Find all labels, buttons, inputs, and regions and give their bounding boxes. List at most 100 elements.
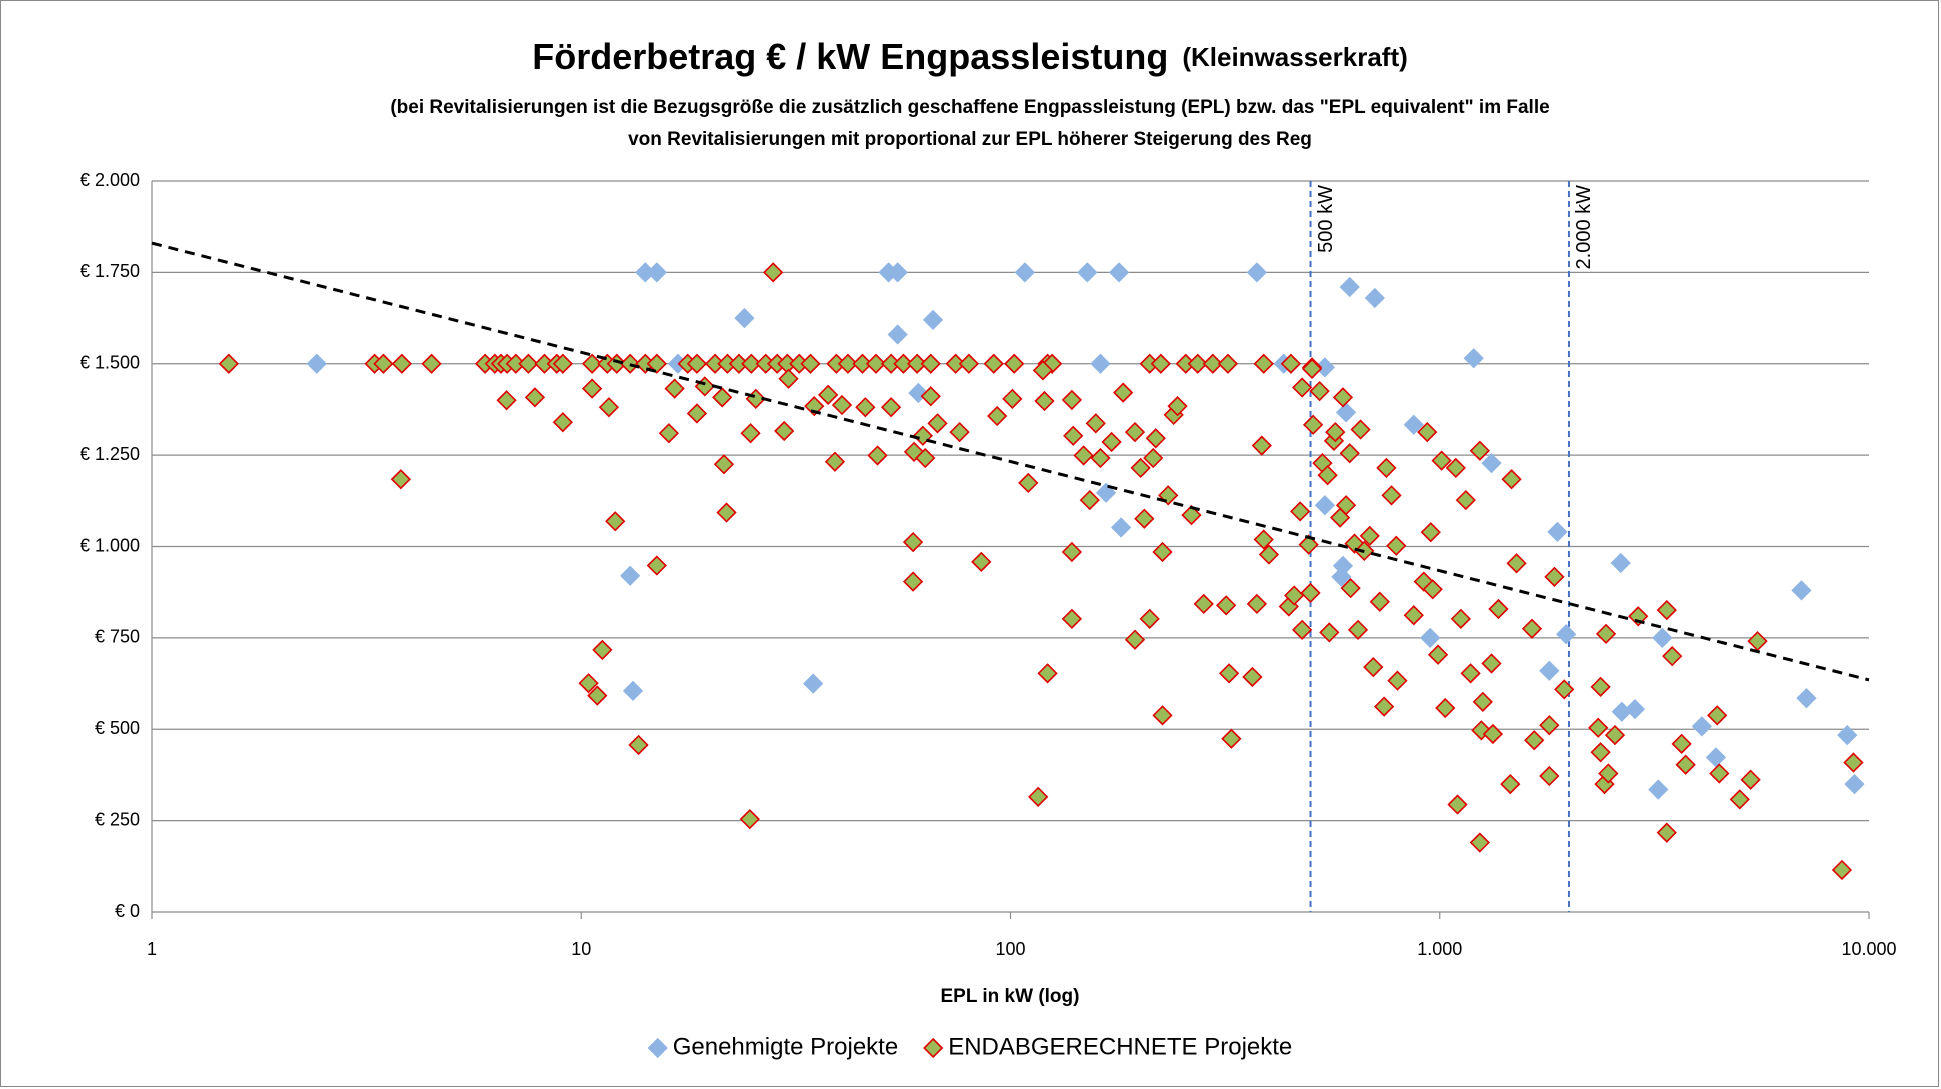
x-tick-label: 1.000 <box>1417 939 1462 959</box>
x-tick-label: 100 <box>995 939 1025 959</box>
point <box>1253 529 1274 550</box>
point <box>915 447 936 469</box>
point <box>831 394 853 416</box>
point <box>1302 414 1324 435</box>
point <box>712 387 733 408</box>
y-tick-label: € 1.750 <box>80 261 140 281</box>
point <box>587 685 608 706</box>
point <box>1455 489 1476 511</box>
point <box>1090 353 1111 374</box>
point <box>1253 353 1274 374</box>
point <box>920 386 941 407</box>
point <box>1061 389 1083 411</box>
point <box>902 571 924 592</box>
point <box>1539 715 1560 736</box>
point <box>1061 541 1083 563</box>
point <box>983 353 1004 374</box>
point <box>824 451 846 472</box>
point <box>741 353 762 374</box>
point <box>218 353 239 374</box>
point <box>716 502 737 523</box>
point <box>1675 754 1696 775</box>
legend-label: ENDABGERECHNETE Projekte <box>948 1033 1292 1060</box>
point <box>1705 747 1727 768</box>
title-main: Förderbetrag € / kW Engpassleistung <box>532 36 1168 77</box>
point <box>1258 544 1280 565</box>
point <box>1500 773 1521 795</box>
point <box>1482 723 1504 745</box>
point <box>518 353 539 374</box>
legend-marker <box>923 1037 944 1059</box>
trendline <box>151 241 1870 682</box>
point <box>1652 627 1673 649</box>
point <box>1335 402 1357 423</box>
point <box>1671 733 1692 755</box>
point <box>1113 382 1134 403</box>
point <box>1339 276 1360 298</box>
point <box>1145 428 1166 449</box>
point <box>1331 566 1352 587</box>
point <box>1691 716 1713 737</box>
point <box>1539 660 1560 681</box>
point <box>1554 679 1575 700</box>
point <box>1217 353 1239 374</box>
point <box>1460 663 1481 684</box>
point <box>1292 377 1313 398</box>
x-tick-label: 1 <box>147 939 157 959</box>
point <box>1187 353 1208 374</box>
point <box>1488 598 1509 620</box>
point <box>1298 534 1319 555</box>
point <box>927 413 948 434</box>
point <box>1544 566 1565 587</box>
point <box>628 734 649 756</box>
point <box>1431 450 1452 471</box>
point <box>605 511 626 532</box>
x-axis-title: EPL in kW (log) <box>941 986 1080 1007</box>
point <box>1450 608 1472 630</box>
reference-label: 2.000 kW <box>1573 185 1595 270</box>
point <box>1469 440 1490 461</box>
point <box>1648 779 1669 800</box>
point <box>1469 832 1490 853</box>
point <box>620 565 641 586</box>
point <box>1624 699 1646 720</box>
legend-marker <box>647 1037 668 1059</box>
chart-title: Förderbetrag € / kW Engpassleistung (Klei… <box>532 36 1408 77</box>
y-tick-label: € 1.250 <box>80 444 140 464</box>
point <box>1347 619 1369 640</box>
point <box>1547 521 1568 543</box>
point <box>606 353 627 374</box>
point <box>865 353 887 374</box>
point <box>552 353 573 374</box>
point <box>664 378 685 399</box>
point <box>1085 413 1106 434</box>
point <box>803 673 824 694</box>
point <box>739 809 760 830</box>
point <box>1445 457 1466 479</box>
point <box>552 412 573 433</box>
point <box>1037 663 1058 684</box>
y-tick-label: € 1.000 <box>80 535 140 555</box>
point <box>524 387 546 408</box>
point <box>1381 485 1402 506</box>
point <box>906 353 928 374</box>
point <box>1556 624 1577 645</box>
point <box>581 378 603 399</box>
point <box>1729 789 1750 810</box>
point <box>646 262 667 283</box>
point <box>1662 646 1683 667</box>
subtitle: (bei Revitalisierungen ist die Bezugsgrö… <box>390 97 1549 118</box>
point <box>1435 697 1456 719</box>
point <box>774 420 795 442</box>
point <box>1251 435 1272 456</box>
y-tick-label: € 500 <box>95 718 140 738</box>
point <box>1363 656 1384 678</box>
point <box>804 396 825 417</box>
point <box>1101 431 1122 453</box>
point <box>1422 579 1443 600</box>
point <box>1524 730 1545 751</box>
point <box>1837 724 1858 746</box>
y-tick-label: € 0 <box>115 901 140 921</box>
point <box>1090 447 1111 469</box>
